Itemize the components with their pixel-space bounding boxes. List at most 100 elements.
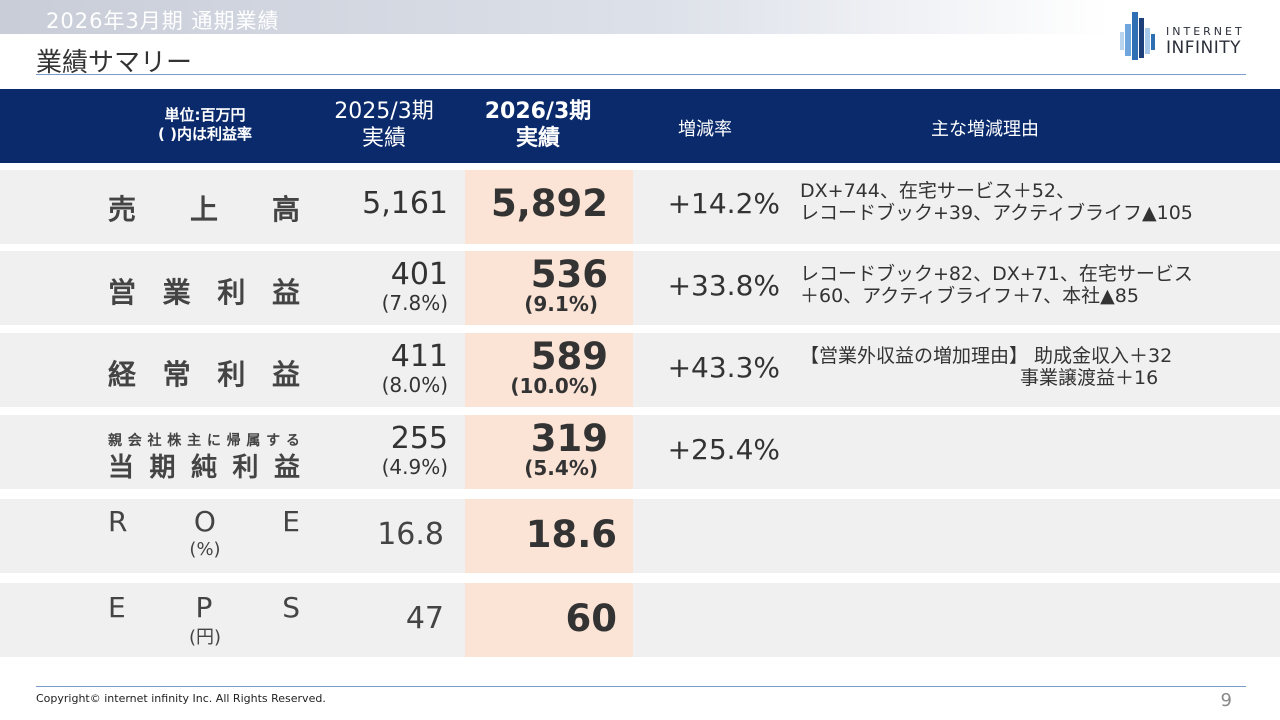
logo-building-icon <box>1120 12 1155 60</box>
label-char: 常 <box>162 358 191 391</box>
copyright-notice: Copyright© internet infinity Inc. All Ri… <box>36 692 326 705</box>
change-rate: +14.2% <box>667 187 780 220</box>
label-char: 帰 <box>226 433 241 449</box>
label-char: に <box>206 433 221 449</box>
label-char: 売 <box>108 193 137 226</box>
page-number: 9 <box>1220 690 1232 711</box>
reason-line2: ＋60、アクティブライフ＋7、本社▲85 <box>800 285 1139 307</box>
highlight-cell <box>465 499 633 573</box>
title-divider <box>36 74 1246 75</box>
label-char: E <box>282 505 300 538</box>
label-char: 利 <box>217 276 246 309</box>
label-char: O <box>193 505 216 538</box>
unit-line1: 単位:百万円 <box>164 106 246 124</box>
value-2026: 536 <box>530 253 608 296</box>
value-2025: 16.8 <box>377 517 444 552</box>
column-2025-line2: 実績 <box>361 126 406 151</box>
reason-line1: レコードブック+82、DX+71、在宅サービス <box>800 263 1193 285</box>
row-operating-profit: 営 業 利 益 401 (7.8%) 536 (9.1%) +33.8% レコー… <box>0 251 1280 325</box>
change-reason: DX+744、在宅サービス＋52、 レコードブック+39、アクティブライフ▲10… <box>800 180 1193 224</box>
footer-divider <box>36 686 1246 687</box>
reason-line2: 事業譲渡益＋16 <box>1020 367 1159 389</box>
label-char: E <box>108 591 126 624</box>
logo-line2: INFINITY <box>1166 38 1242 58</box>
column-2026-line1: 2026/3期 <box>484 99 592 124</box>
value-2026: 18.6 <box>525 513 617 556</box>
period-banner: 2026年3月期 通期業績 <box>0 0 1110 34</box>
column-header-reason: 主な増減理由 <box>931 119 1039 140</box>
row-label-top: 親 会 社 株 主 に 帰 属 す る <box>108 430 300 450</box>
margin-2025: (4.9%) <box>381 455 448 479</box>
margin-2026: (10.0%) <box>510 374 598 398</box>
column-header-2026: 2026/3期 実績 <box>468 98 608 152</box>
label-char: 利 <box>217 358 246 391</box>
margin-2026: (9.1%) <box>524 292 598 316</box>
row-label: E P S <box>108 591 300 624</box>
reason-line1: 【営業外収益の増加理由】 助成金収入＋32 <box>800 345 1173 367</box>
label-char: 上 <box>189 193 218 226</box>
page-title: 業績サマリー <box>36 48 193 78</box>
value-2025: 255 <box>390 421 448 456</box>
row-eps: E P S (円) 47 60 <box>0 583 1280 657</box>
label-char: る <box>285 433 300 449</box>
label-char: R <box>108 505 128 538</box>
row-label: 営 業 利 益 <box>108 271 300 311</box>
label-char: 親 <box>108 433 122 449</box>
highlight-cell <box>465 333 633 407</box>
row-label: 売 上 高 <box>108 188 300 228</box>
change-rate: +33.8% <box>667 269 780 302</box>
reason-line2: レコードブック+39、アクティブライフ▲105 <box>800 202 1193 224</box>
label-char: 純 <box>190 453 217 483</box>
row-label-unit: (%) <box>189 539 221 560</box>
label-char: P <box>195 591 213 624</box>
unit-line2: ( )内は利益率 <box>158 125 252 143</box>
row-label: 当 期 純 利 益 <box>108 447 300 484</box>
highlight-cell <box>465 415 633 489</box>
row-sales: 売 上 高 5,161 5,892 +14.2% DX+744、在宅サービス＋5… <box>0 170 1280 244</box>
label-char: す <box>266 433 281 449</box>
margin-2026: (5.4%) <box>524 456 598 480</box>
column-2026-line2: 実績 <box>515 126 560 151</box>
label-char: 利 <box>232 453 259 483</box>
label-char: 益 <box>273 453 300 483</box>
value-2025: 411 <box>390 339 448 374</box>
label-char: 会 <box>127 433 142 449</box>
column-header-rate: 増減率 <box>678 119 732 140</box>
highlight-cell <box>465 251 633 325</box>
row-roe: R O E (%) 16.8 18.6 <box>0 499 1280 573</box>
label-char: 期 <box>149 453 176 483</box>
label-char: 経 <box>108 358 137 391</box>
logo-line1: INTERNET <box>1166 25 1245 38</box>
column-2025-line1: 2025/3期 <box>334 99 434 124</box>
row-ordinary-profit: 経 常 利 益 411 (8.0%) 589 (10.0%) +43.3% 【営… <box>0 333 1280 407</box>
table-header: 単位:百万円 ( )内は利益率 2025/3期 実績 2026/3期 実績 増減… <box>0 89 1280 163</box>
value-2025: 5,161 <box>362 186 448 221</box>
label-char: 益 <box>271 276 300 309</box>
value-2026: 5,892 <box>490 182 608 225</box>
value-2026: 319 <box>530 417 608 460</box>
value-2025: 401 <box>390 257 448 292</box>
highlight-cell <box>465 170 633 244</box>
margin-2025: (8.0%) <box>381 373 448 397</box>
change-reason: 【営業外収益の増加理由】 助成金収入＋32 事業譲渡益＋16 <box>800 345 1172 389</box>
label-char: 営 <box>108 276 137 309</box>
value-2026: 60 <box>565 597 618 640</box>
label-char: 株 <box>167 433 182 449</box>
row-label-unit: (円) <box>188 627 222 648</box>
unit-note: 単位:百万円 ( )内は利益率 <box>130 106 280 144</box>
column-header-2025: 2025/3期 実績 <box>314 98 454 152</box>
label-char: 高 <box>271 193 300 226</box>
change-rate: +43.3% <box>667 351 780 384</box>
reason-line1: DX+744、在宅サービス＋52、 <box>800 180 1076 202</box>
change-rate: +25.4% <box>667 433 780 466</box>
row-label: 経 常 利 益 <box>108 353 300 393</box>
period-title: 2026年3月期 通期業績 <box>46 9 280 33</box>
change-reason: レコードブック+82、DX+71、在宅サービス ＋60、アクティブライフ＋7、本… <box>800 263 1193 307</box>
label-char: 属 <box>246 433 261 449</box>
label-char: S <box>282 591 300 624</box>
company-logo: INTERNET INFINITY <box>1118 10 1248 62</box>
row-net-income: 親 会 社 株 主 に 帰 属 す る 当 期 純 利 益 255 (4.9%)… <box>0 415 1280 489</box>
value-2026: 589 <box>530 335 608 378</box>
label-char: 当 <box>108 453 135 483</box>
label-char: 益 <box>271 358 300 391</box>
